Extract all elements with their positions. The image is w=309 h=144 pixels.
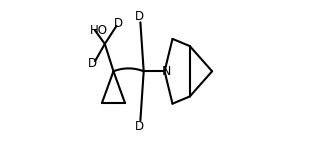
- Text: D: D: [114, 17, 123, 30]
- Text: D: D: [134, 10, 143, 23]
- Text: D: D: [88, 57, 97, 70]
- Text: N: N: [162, 65, 171, 78]
- Text: HO: HO: [89, 24, 108, 37]
- Text: D: D: [134, 120, 143, 132]
